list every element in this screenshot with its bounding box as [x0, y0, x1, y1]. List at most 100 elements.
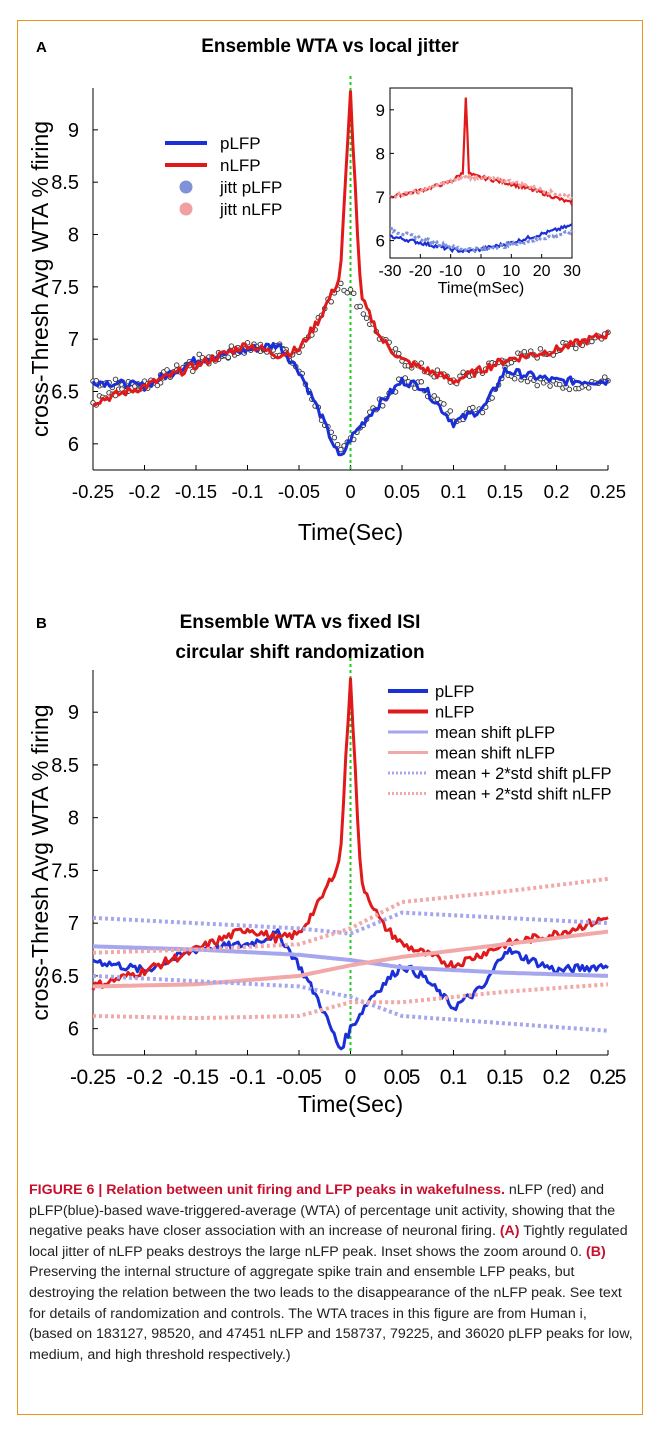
- series-nLFP: [92, 90, 610, 407]
- caption-text-1: nLFP (red) and pLFP(blue)-based wave-tri…: [29, 1182, 616, 1240]
- x-tick-label: -0.15: [175, 481, 217, 502]
- data-point: [360, 311, 367, 317]
- panel-letter: A: [36, 39, 47, 56]
- data-point: [508, 359, 515, 366]
- y-tick-label: 7: [68, 913, 79, 935]
- inset-y-tick-label: 9: [376, 101, 385, 120]
- data-point: [589, 338, 595, 345]
- inset-x-tick-label: 20: [533, 263, 551, 280]
- caption-text-3: Preserving the internal structure of agg…: [29, 1264, 633, 1363]
- data-point: [434, 367, 441, 373]
- y-tick-label: 8: [68, 808, 79, 830]
- legend-swatch: [179, 180, 193, 194]
- x-tick-label: 0.15: [487, 481, 523, 502]
- inset-series-jitt-nLFP: [389, 173, 573, 200]
- inset-x-tick-label: -30: [378, 263, 401, 280]
- data-point: [431, 393, 437, 399]
- y-tick-label: 6.5: [51, 966, 79, 988]
- y-tick-label: 8.5: [51, 172, 79, 194]
- inset-x-tick-label: 0: [477, 263, 486, 280]
- y-tick-label: 8.5: [51, 755, 79, 777]
- inset-y-tick-label: 6: [376, 232, 385, 251]
- panel-title-line: Ensemble WTA vs fixed ISI: [180, 612, 421, 633]
- inset-x-tick-label: 30: [563, 263, 581, 280]
- y-tick-label: 9: [68, 702, 79, 724]
- data-point: [470, 404, 476, 411]
- data-point: [521, 348, 528, 355]
- data-point: [347, 286, 354, 293]
- x-tick-label: 0.25: [590, 481, 626, 502]
- legend-swatch: [179, 202, 193, 216]
- data-point: [418, 379, 425, 385]
- data-point: [511, 375, 518, 382]
- panel-a: A Ensemble WTA vs local jitter -0.25 -0.2 -0…: [27, 36, 626, 545]
- x-tick-label: 0.2: [544, 481, 570, 502]
- y-tick-label: 6: [68, 1019, 79, 1041]
- inset-y-tick-label: 8: [376, 144, 385, 163]
- y-tick-label: 9: [68, 120, 79, 142]
- x-tick-label: -0.25: [70, 1066, 116, 1089]
- data-point: [112, 376, 119, 383]
- data-point: [441, 401, 447, 407]
- legend-label: pLFP: [220, 134, 261, 153]
- y-tick-label: 7.5: [51, 277, 79, 299]
- x-tick-label: -0.25: [72, 481, 114, 502]
- inset-x-tick-label: 10: [502, 263, 520, 280]
- data-point: [447, 408, 454, 414]
- data-point: [547, 383, 553, 389]
- x-tick-label: 0.2: [543, 1066, 571, 1089]
- inset-frame: [389, 87, 573, 259]
- x-tick-label: 0: [345, 1066, 357, 1089]
- series-mean-2-std-shift-pLFP: [92, 910, 609, 936]
- series-pLFP: [92, 928, 609, 1051]
- legend-label: nLFP: [435, 704, 474, 722]
- x-tick-label: 0.1: [440, 1066, 468, 1089]
- caption-label-a: (A): [499, 1223, 520, 1240]
- y-tick-label: 6: [68, 434, 79, 456]
- y-tick-label: 7.5: [51, 860, 79, 882]
- caption-text-2: Tightly regulated local jitter of nLFP p…: [29, 1223, 628, 1260]
- x-axis-label: Time(Sec): [298, 1091, 403, 1117]
- legend-label: jitt nLFP: [219, 200, 282, 219]
- data-point: [556, 381, 563, 388]
- x-tick-label: -0.1: [229, 1066, 266, 1089]
- x-tick-label: 0.1: [441, 481, 467, 502]
- x-tick-label: -0.1: [232, 481, 264, 502]
- series-mean-2-std-shift-nLFP-(lower): [93, 982, 609, 1021]
- data-point: [225, 354, 231, 361]
- x-tick-label: 0.15: [487, 1066, 524, 1089]
- x-tick-label: -0.2: [126, 1066, 163, 1089]
- data-point: [602, 374, 608, 380]
- x-tick-label: 0.05: [384, 481, 420, 502]
- data-point: [573, 345, 579, 352]
- data-point: [392, 346, 399, 352]
- inset-y-tick-label: 7: [376, 188, 385, 207]
- legend-label: jitt pLFP: [219, 178, 282, 197]
- x-tick-label: -0.15: [173, 1066, 219, 1089]
- legend-label: mean + 2*std shift nLFP: [435, 786, 612, 804]
- inset-x-tick-label: -20: [409, 263, 432, 280]
- data-point: [363, 315, 370, 321]
- x-tick-label: 0.05: [384, 1066, 421, 1089]
- data-point: [585, 385, 592, 391]
- y-tick-label: 6.5: [51, 382, 79, 404]
- x-tick-label: -0.2: [129, 481, 161, 502]
- legend-label: mean + 2*std shift pLFP: [435, 765, 612, 783]
- inset-series-jitt-pLFP: [389, 226, 574, 254]
- panel-title-line: circular shift randomization: [175, 642, 424, 663]
- legend-label: mean shift nLFP: [435, 745, 555, 763]
- panel-title-line: Ensemble WTA vs local jitter: [201, 36, 459, 57]
- legend-label: pLFP: [435, 683, 474, 701]
- legend-label: nLFP: [220, 156, 261, 175]
- data-point: [534, 382, 540, 389]
- data-point: [173, 362, 180, 368]
- y-tick-label: 7: [68, 329, 79, 351]
- caption-lead: FIGURE 6 | Relation between unit firing …: [29, 1182, 505, 1198]
- data-point: [566, 386, 573, 393]
- x-tick-label: -0.05: [278, 481, 320, 502]
- x-tick-label: 0: [345, 481, 355, 502]
- legend-label: mean shift pLFP: [435, 724, 555, 742]
- panel-letter: B: [36, 615, 47, 632]
